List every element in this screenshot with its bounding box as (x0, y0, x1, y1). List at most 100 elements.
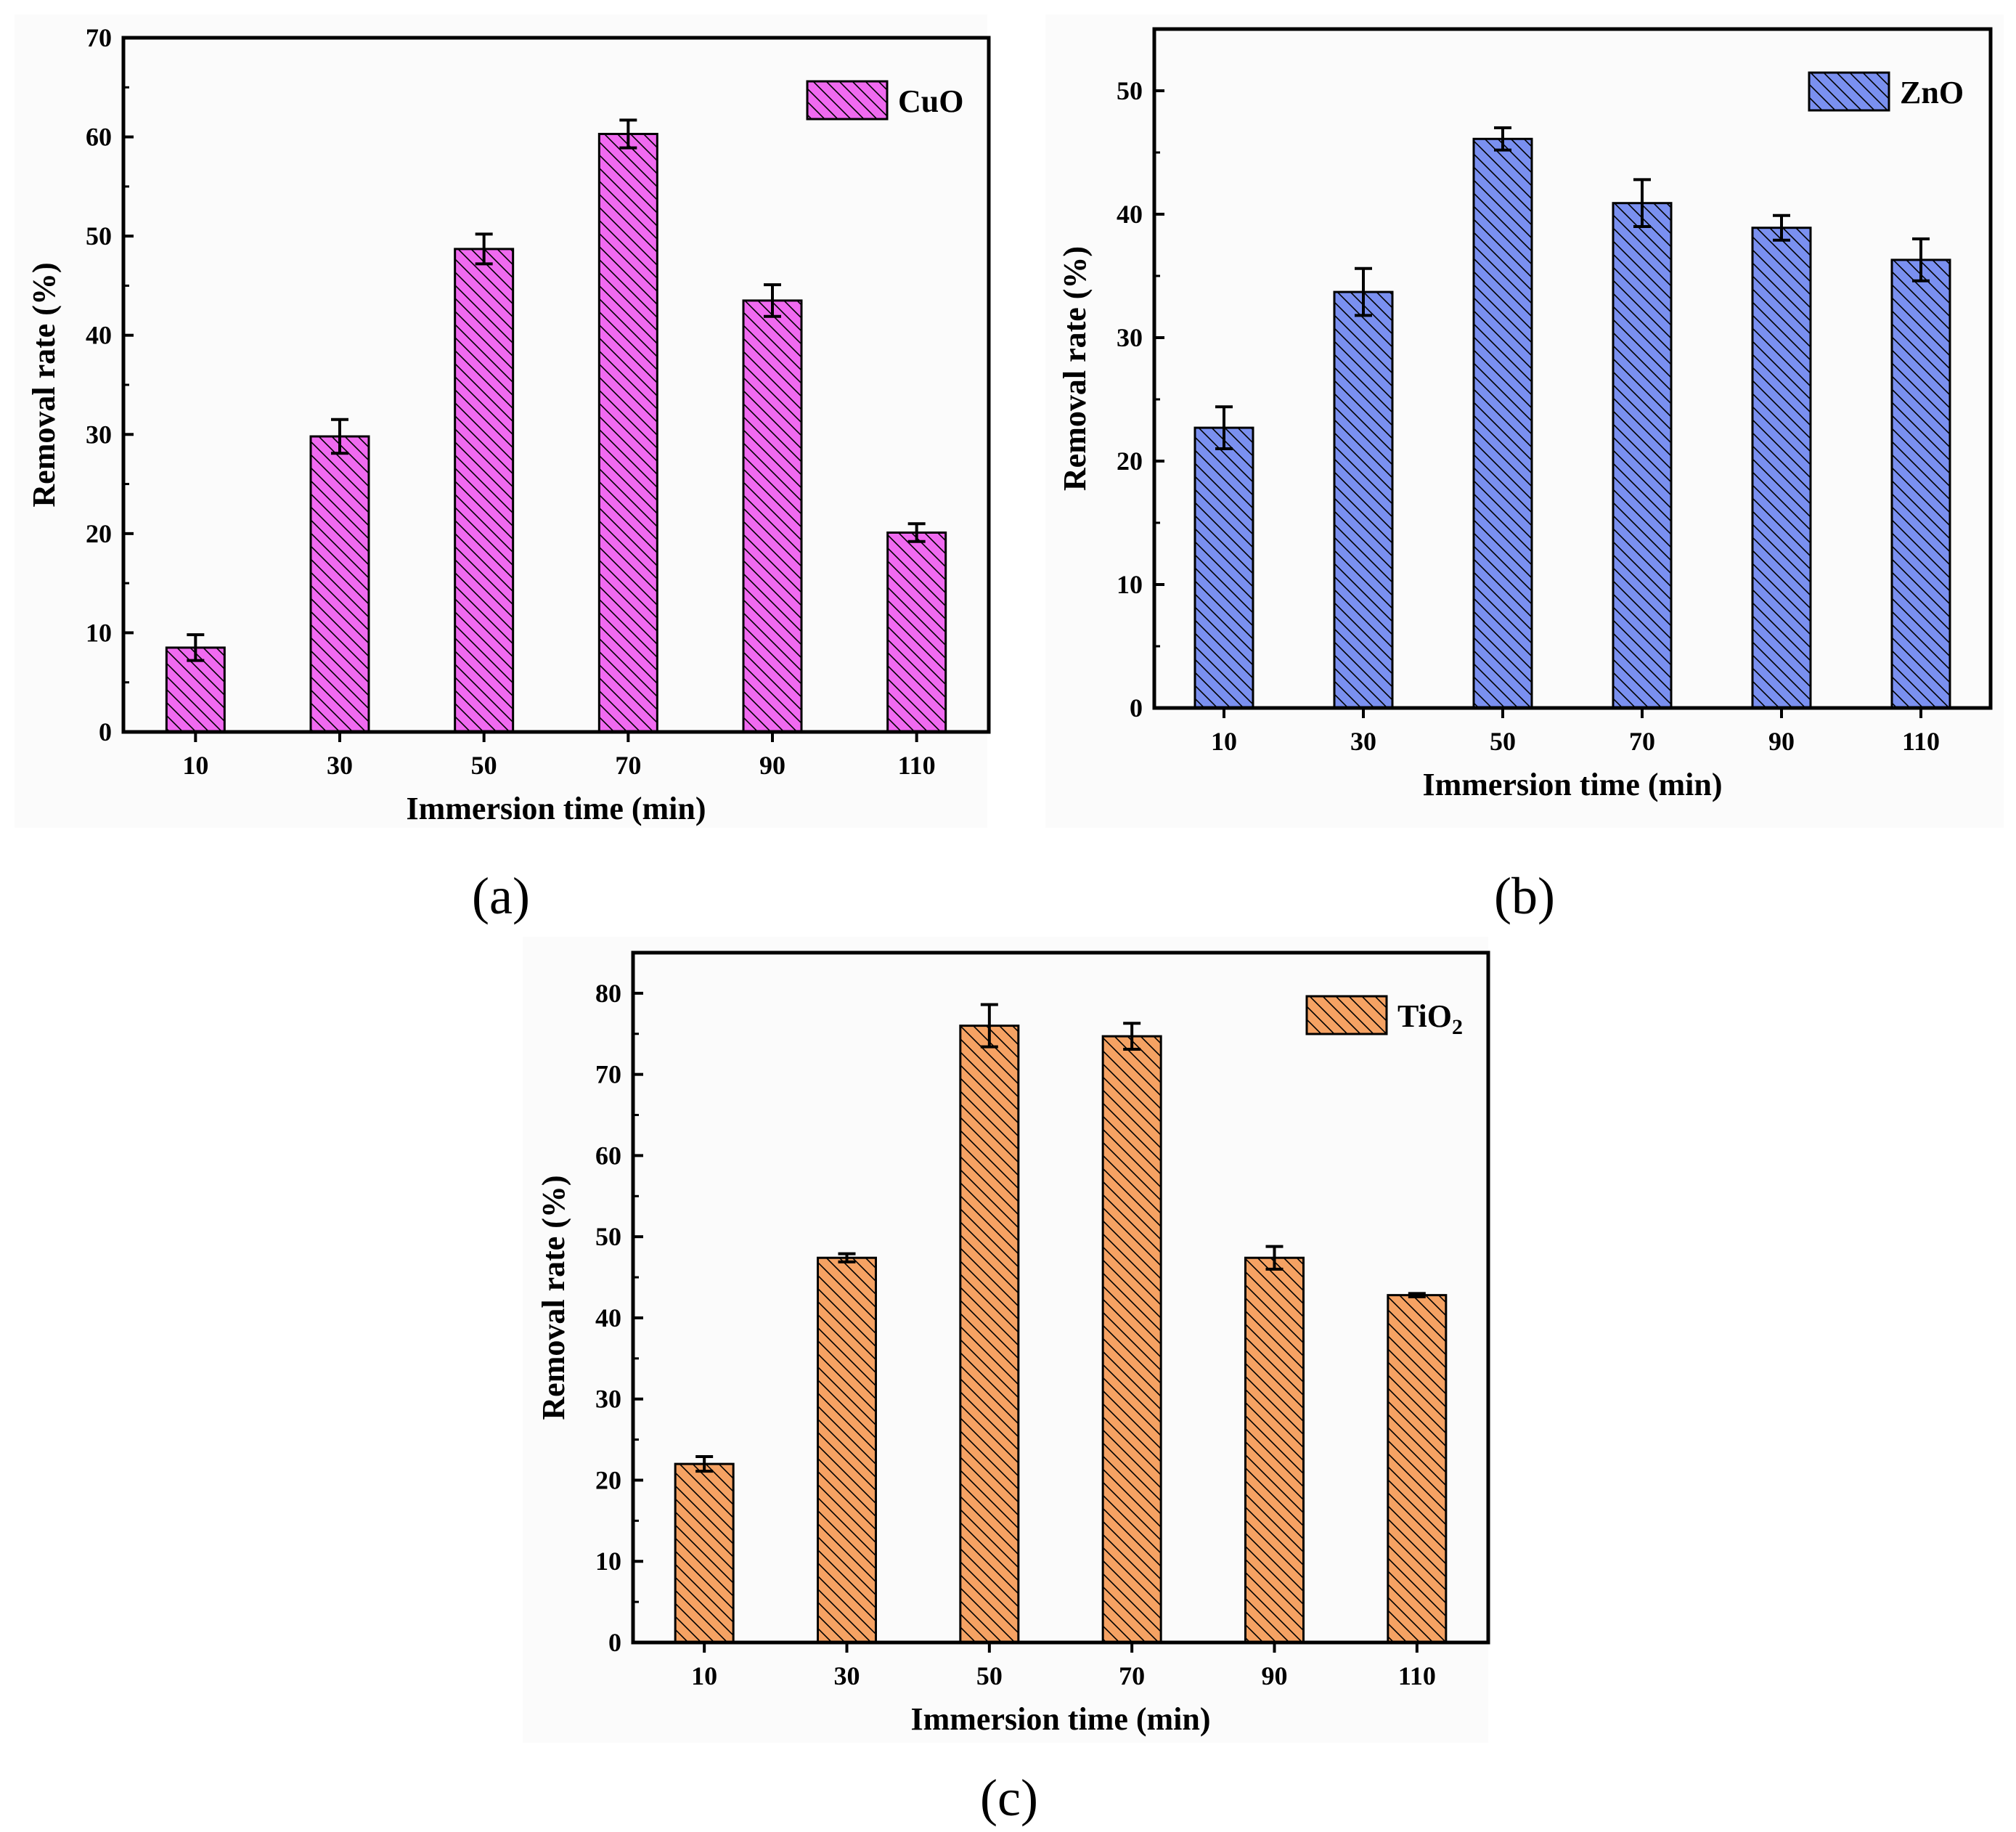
y-tick-label: 20 (595, 1465, 621, 1494)
error-bar-50 (1494, 126, 1511, 152)
x-axis-ticks: 10 30 50 70 90 110 (182, 732, 936, 780)
legend-label: TiO2 (1397, 998, 1463, 1039)
x-tick-label: 50 (471, 751, 497, 780)
legend: ZnO (1808, 71, 1964, 112)
error-bar-group (1215, 126, 1930, 450)
bar-group (1193, 137, 1951, 709)
x-tick-label: 30 (834, 1661, 860, 1690)
panel-label: (b) (1494, 867, 1555, 925)
bar-90 (742, 299, 803, 733)
error-bar-90 (1265, 1245, 1284, 1271)
y-tick-label: 50 (595, 1222, 621, 1251)
error-bar-30 (838, 1252, 856, 1263)
y-tick-label: 50 (1117, 76, 1143, 105)
y-tick-label: 40 (1117, 200, 1143, 229)
x-tick-label: 70 (1119, 1661, 1145, 1690)
y-tick-label: 60 (595, 1141, 621, 1170)
y-tick-label: 40 (86, 321, 112, 350)
y-tick-label: 0 (1130, 693, 1143, 722)
error-bar-50 (475, 232, 493, 266)
error-bar-10 (1215, 405, 1233, 450)
x-tick-label: 110 (898, 751, 936, 780)
x-axis-title: Immersion time (min) (910, 1701, 1210, 1737)
y-tick-label: 30 (1117, 323, 1143, 352)
legend-label: ZnO (1900, 75, 1964, 110)
y-tick-label: 40 (595, 1303, 621, 1332)
error-bar-110 (907, 522, 926, 543)
x-tick-label: 70 (1629, 727, 1655, 756)
x-tick-label: 10 (1211, 727, 1237, 756)
y-tick-label: 10 (595, 1547, 621, 1576)
chart-panel-zno: 0 10 20 30 40 50 10 30 50 70 90 110 ZnO Removal ra… (1045, 15, 2004, 925)
panel-label: (c) (980, 1769, 1038, 1827)
bar-50 (959, 1025, 1020, 1644)
x-axis-ticks: 10 30 50 70 90 110 (1211, 708, 1940, 756)
panel-label: (a) (472, 867, 530, 925)
error-bar-30 (1355, 266, 1372, 317)
y-tick-label: 70 (86, 23, 112, 52)
y-tick-label: 10 (86, 618, 112, 647)
error-bar-group (187, 118, 926, 662)
error-bar-90 (764, 283, 781, 318)
y-axis-ticks: 0 10 20 30 40 50 (1117, 28, 1164, 722)
error-bar-10 (187, 633, 205, 662)
y-tick-label: 10 (1117, 570, 1143, 599)
bar-70 (1101, 1035, 1162, 1644)
error-bar-110 (1408, 1292, 1426, 1298)
bar-90 (1244, 1256, 1305, 1644)
y-tick-label: 30 (595, 1385, 621, 1414)
y-tick-label: 70 (595, 1060, 621, 1089)
y-tick-label: 80 (595, 979, 621, 1008)
error-bar-30 (331, 418, 348, 455)
bar-10 (1193, 426, 1254, 709)
x-tick-label: 110 (1902, 727, 1940, 756)
error-bar-110 (1912, 237, 1930, 282)
x-tick-label: 10 (182, 751, 208, 780)
x-tick-label: 110 (1398, 1661, 1436, 1690)
legend: TiO2 (1305, 995, 1463, 1039)
y-axis-ticks: 0 10 20 30 40 50 60 70 80 (595, 951, 643, 1657)
x-tick-label: 90 (759, 751, 785, 780)
bar-90 (1751, 227, 1812, 709)
bar-110 (1387, 1294, 1448, 1644)
error-bar-70 (1633, 178, 1651, 228)
y-tick-label: 20 (1117, 447, 1143, 476)
y-axis-title: Removal rate (%) (536, 1175, 571, 1420)
bar-50 (1472, 137, 1533, 709)
legend-swatch (1305, 995, 1388, 1035)
y-axis-title: Removal rate (%) (26, 262, 62, 507)
bar-group (165, 132, 947, 733)
y-axis-ticks: 0 10 20 30 40 50 60 70 (86, 23, 134, 746)
x-tick-label: 50 (1490, 727, 1516, 756)
error-bar-50 (980, 1003, 998, 1049)
x-tick-label: 70 (615, 751, 641, 780)
chart-panel-tio2: 0 10 20 30 40 50 60 70 80 10 30 50 70 90 110 TiO2 Rem… (523, 937, 1490, 1827)
y-tick-label: 0 (608, 1628, 621, 1657)
bar-30 (309, 435, 370, 733)
x-tick-label: 30 (327, 751, 353, 780)
x-tick-label: 30 (1350, 727, 1376, 756)
error-bar-70 (619, 118, 637, 150)
error-bar-10 (695, 1455, 714, 1473)
legend: CuO (806, 80, 963, 121)
x-axis-title: Immersion time (min) (1422, 767, 1722, 802)
x-axis-ticks: 10 30 50 70 90 110 (691, 1642, 1436, 1690)
y-tick-label: 20 (86, 519, 112, 548)
x-axis-title: Immersion time (min) (406, 791, 706, 826)
y-tick-label: 60 (86, 123, 112, 152)
y-axis-title: Removal rate (%) (1057, 246, 1093, 491)
bar-70 (597, 132, 658, 733)
y-tick-label: 50 (86, 221, 112, 251)
error-bar-group (695, 1003, 1426, 1473)
legend-label: CuO (898, 84, 963, 119)
x-tick-label: 50 (976, 1661, 1003, 1690)
bar-50 (454, 248, 515, 733)
bar-110 (1890, 258, 1951, 709)
bar-group (674, 1025, 1448, 1644)
legend-swatch (1808, 71, 1890, 112)
bar-10 (674, 1462, 735, 1644)
bar-30 (1333, 290, 1394, 709)
error-bar-70 (1123, 1022, 1141, 1051)
error-bar-90 (1773, 213, 1790, 242)
